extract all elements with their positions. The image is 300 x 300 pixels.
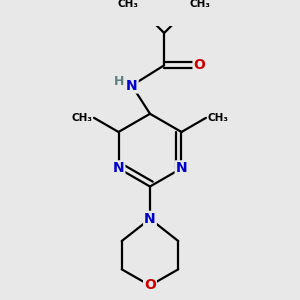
Text: CH₃: CH₃ bbox=[189, 0, 210, 9]
Text: N: N bbox=[113, 161, 124, 175]
Text: O: O bbox=[194, 58, 206, 72]
Text: CH₃: CH₃ bbox=[71, 113, 92, 123]
Text: N: N bbox=[126, 79, 138, 92]
Text: CH₃: CH₃ bbox=[208, 113, 229, 123]
Text: N: N bbox=[176, 161, 187, 175]
Text: CH₃: CH₃ bbox=[118, 0, 139, 9]
Text: H: H bbox=[113, 75, 124, 88]
Text: O: O bbox=[144, 278, 156, 292]
Text: N: N bbox=[144, 212, 156, 226]
